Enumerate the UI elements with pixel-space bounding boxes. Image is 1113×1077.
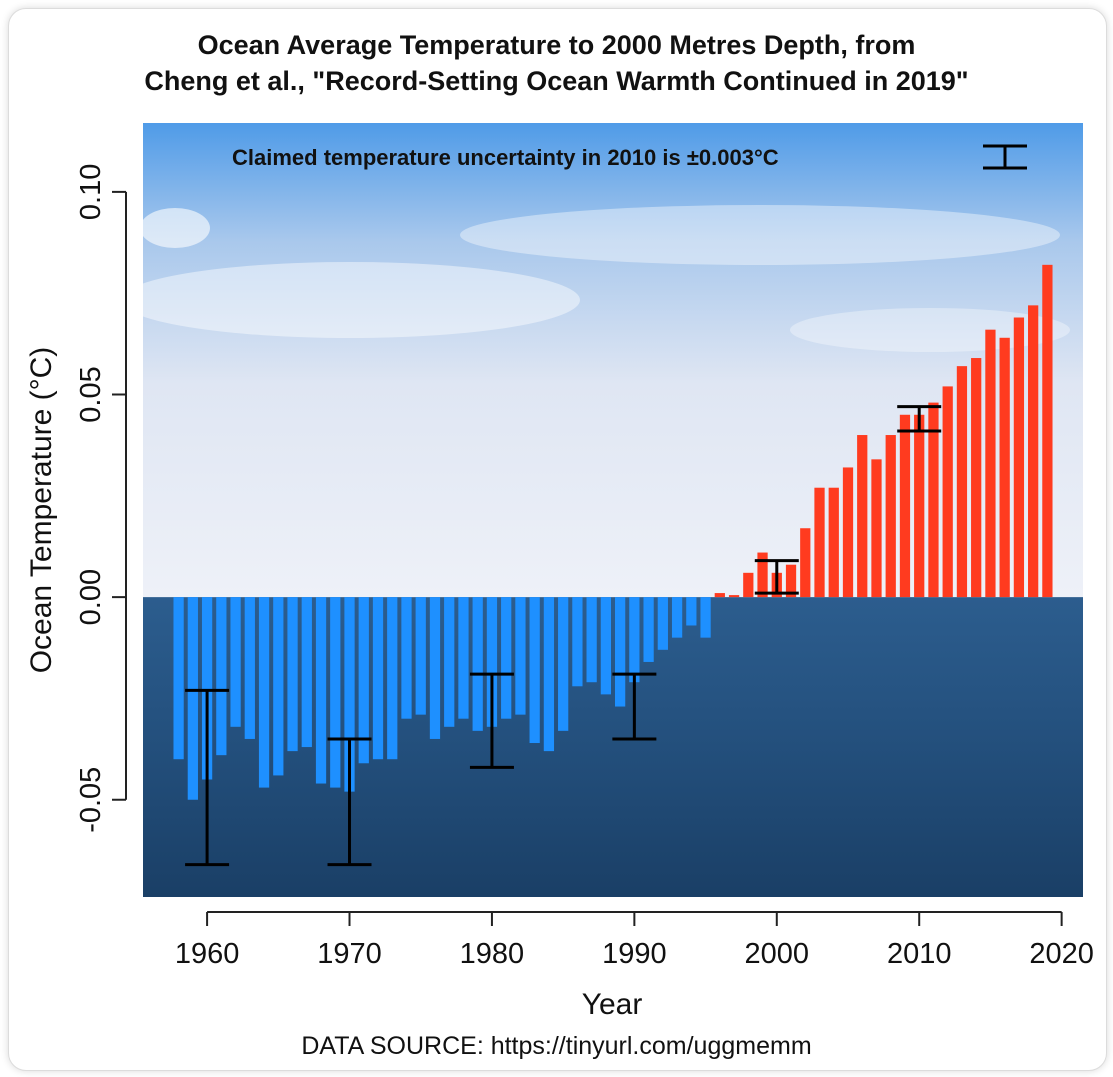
bar-2018 [1028,305,1039,598]
bar-1977 [444,597,455,727]
bar-1976 [429,597,441,739]
bar-2004 [828,487,839,598]
cloud [140,208,210,248]
y-axis-label: Ocean Temperature (°C) [25,347,58,674]
bar-1972 [372,597,384,760]
bar-1959 [187,597,198,800]
sky-background [143,123,1083,598]
bar-1964 [258,597,270,788]
bar-2002 [800,528,811,598]
bar-1996 [714,593,725,598]
bar-1978 [458,597,469,719]
cloud [120,262,580,338]
bar-1975 [415,597,426,715]
bar-2010 [914,414,925,598]
bar-1985 [558,597,569,731]
bar-1997 [728,595,740,598]
sea-background [143,597,1083,897]
bar-1979 [472,597,483,731]
bar-1994 [686,597,697,626]
bar-1963 [244,597,255,739]
plot-background [120,123,1083,897]
bar-1980 [486,597,498,727]
x-axis-label: Year [582,988,643,1021]
x-tick-label-2000: 2000 [745,938,810,970]
bar-1981 [501,597,512,719]
bar-1971 [358,597,369,764]
bar-1986 [572,597,583,687]
bar-2015 [985,329,996,598]
bar-1966 [287,597,298,752]
x-tick-label-1980: 1980 [460,938,525,970]
bar-1984 [543,597,555,752]
annotation-error-bar-icon [983,144,1027,170]
bar-1987 [586,597,597,683]
bar-1992 [657,597,668,650]
bar-2001 [785,564,797,598]
error-bars [185,405,942,867]
data-source: DATA SOURCE: https://tinyurl.com/uggmemm [301,1032,812,1060]
bar-1998 [743,572,754,598]
bar-1999 [757,552,768,598]
bar-1988 [600,597,612,695]
y-tick-label-1: 0.00 [75,569,107,625]
bar-2019 [1042,264,1053,598]
error-bar-1960 [185,688,230,867]
annotation: Claimed temperature uncertainty in 2010 … [232,144,1027,170]
x-tick-label-1960: 1960 [175,938,240,970]
bar-1968 [315,597,327,784]
x-tick-label-2020: 2020 [1029,938,1094,970]
bar-1962 [230,597,241,727]
bar-2011 [928,402,939,598]
error-bar-2000 [754,559,799,595]
y-tick-label-3: 0.10 [75,164,107,220]
y-tick-label-0: -0.05 [75,767,107,833]
error-bar-1980 [469,672,514,769]
error-bar-1970 [327,737,372,867]
bar-1965 [273,597,284,776]
chart-title-line2: Cheng et al., "Record-Setting Ocean Warm… [144,66,969,96]
chart-title-line1: Ocean Average Temperature to 2000 Metres… [197,30,916,60]
bar-1967 [301,597,312,748]
y-tick-label-2: 0.05 [75,366,107,422]
bar-2016 [999,337,1010,598]
bar-2012 [942,386,953,598]
bar-1993 [671,597,683,638]
error-bar-2010 [897,405,942,433]
bar-1983 [529,597,540,744]
bar-2013 [956,366,968,598]
axes: 1960 1970 1980 1990 2000 2010 2020 -0.05 0.00 0.0… [75,164,1094,970]
bar-1982 [515,597,526,715]
cloud [460,205,1060,265]
bar-2008 [885,435,896,598]
bar-1991 [643,597,654,662]
bar-1990 [629,597,640,683]
bar-1974 [401,597,412,719]
bar-1958 [173,597,184,760]
bar-1961 [216,597,227,756]
bar-1970 [344,597,355,792]
error-bar-1990 [612,672,657,741]
bar-1989 [614,597,626,707]
bar-2003 [814,487,825,598]
x-tick-label-2010: 2010 [887,938,952,970]
bar-2006 [857,435,868,598]
bar-1995 [700,597,711,638]
bar-2009 [899,414,911,598]
bar-1960 [201,597,213,780]
cloud [790,308,1070,352]
bar-2014 [971,358,982,598]
uncertainty-annotation: Claimed temperature uncertainty in 2010 … [232,145,779,170]
bar-2005 [842,467,854,598]
bar-2007 [871,459,882,598]
bar-1969 [330,597,341,788]
bar-2017 [1013,317,1025,598]
x-tick-label-1990: 1990 [602,938,667,970]
x-tick-label-1970: 1970 [317,938,382,970]
bars [173,264,1053,800]
bar-1973 [387,597,398,760]
